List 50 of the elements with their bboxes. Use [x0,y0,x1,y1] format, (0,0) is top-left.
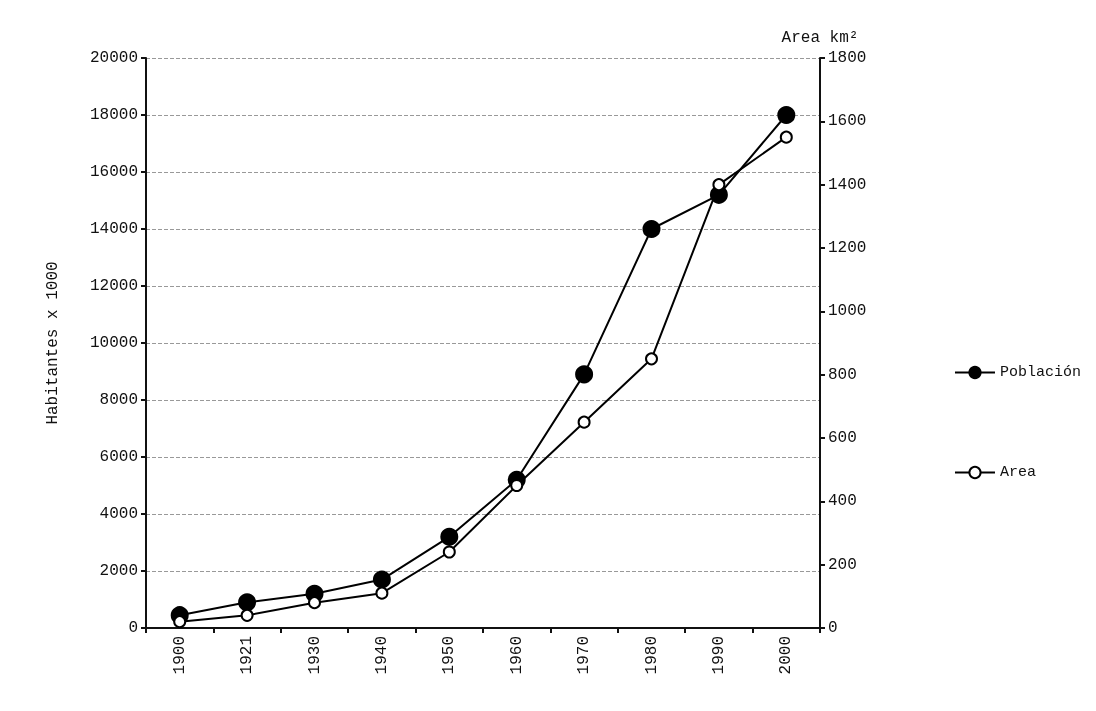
legend-label: Población [999,364,1081,381]
y-axis-title: Habitantes x 1000 [44,261,62,425]
x-tick-label: 2000 [777,636,796,675]
y-tick-label: 2000 [99,562,138,580]
x-tick-label: 1940 [372,636,391,675]
x-tick-label: 1960 [507,636,526,675]
x-tick-label: 1921 [238,636,257,675]
x-tick-label: 1990 [709,636,728,675]
legend-label: Area [999,464,1036,481]
y-tick-label: 10000 [89,334,138,352]
point [372,570,391,589]
y2-tick-label: 1400 [828,175,867,194]
y-tick-label: 12000 [89,277,138,295]
point [777,106,796,124]
point [240,608,254,622]
y-tick-label: 0 [128,619,138,637]
y2-tick-label: 400 [828,492,857,511]
x-tick-label: 1930 [305,636,324,675]
y2-tick-label: 0 [828,619,838,637]
y2-tick-label: 1000 [828,302,867,321]
point [779,130,793,144]
y2-tick-label: 1800 [828,49,867,67]
x-tick-label: 1980 [642,636,661,675]
point [375,586,389,600]
y-tick-label: 20000 [89,49,138,67]
point [712,178,726,192]
y-tick-label: 18000 [89,106,138,124]
y2-tick-label: 600 [828,429,857,447]
y-tick-label: 6000 [99,448,138,466]
y2-tick-label: 1200 [828,239,867,257]
point [238,593,257,612]
x-tick-label: 1950 [440,636,459,675]
point [440,527,459,546]
point [645,352,658,366]
y2-tick-label: 200 [828,555,857,574]
y-tick-label: 16000 [89,163,138,181]
point [173,615,187,629]
y2-axis-title: Area km² [781,29,859,47]
point [575,365,594,384]
point [308,596,321,610]
y-tick-label: 14000 [89,220,138,238]
y2-tick-label: 1600 [828,112,867,131]
y-tick-label: 8000 [99,391,138,409]
y-tick-label: 4000 [99,505,138,523]
y2-tick-label: 800 [828,365,857,384]
x-tick-label: 1970 [575,636,594,675]
point [577,415,591,429]
point [442,545,456,559]
x-tick-label: 1900 [170,636,189,675]
point [642,220,661,238]
